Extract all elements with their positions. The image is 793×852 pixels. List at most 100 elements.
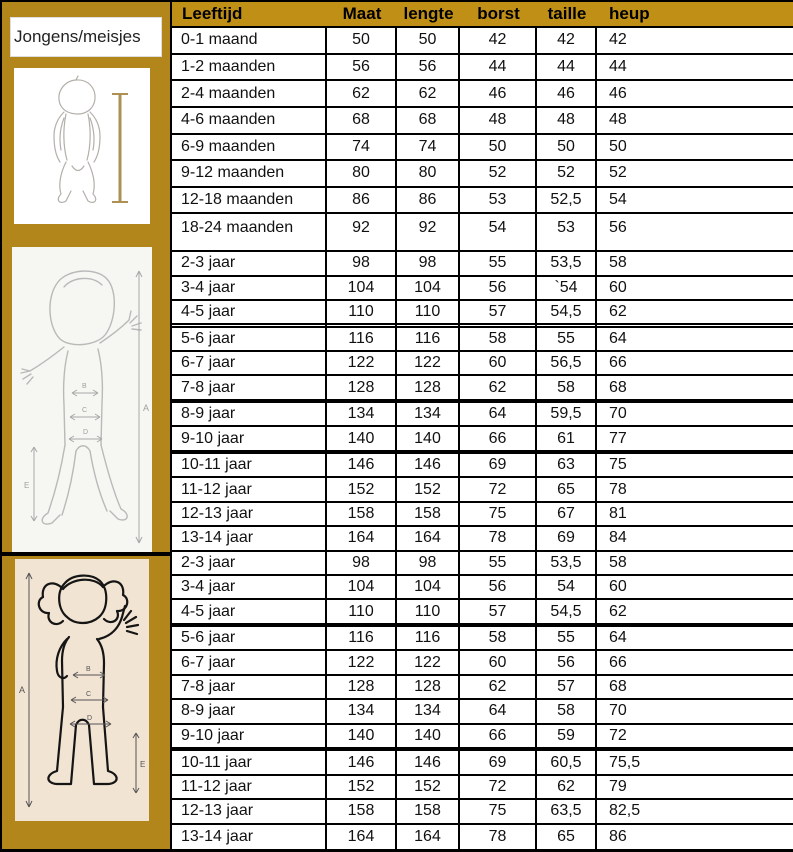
value-cell: 67 (537, 502, 597, 528)
boy-label-b: B (82, 383, 87, 390)
spacer-cell (597, 451, 793, 454)
value-cell: 82,5 (597, 800, 793, 825)
row-meisjes-jaren-3: 5-6 jaar 116 116 58 55 64 (172, 627, 793, 652)
spacer-cell (460, 749, 537, 752)
value-cell: 146 (327, 454, 397, 479)
value-cell: 53,5 (537, 252, 597, 277)
spacer-cell (172, 451, 327, 454)
girl-label-b: B (86, 666, 91, 673)
spacer-cell (172, 400, 327, 403)
value-cell: 46 (537, 81, 597, 108)
age-cell: 7-8 jaar (172, 675, 327, 701)
row-meisjes-jaren-10: 12-13 jaar 158 158 75 63,5 82,5 (172, 800, 793, 825)
value-cell: 122 (397, 351, 460, 377)
row-jongens-jaren-0: 2-3 jaar 98 98 55 53,5 58 (172, 252, 793, 277)
age-cell: 5-6 jaar (172, 327, 327, 352)
value-cell: 54,5 (537, 600, 597, 625)
value-cell: 164 (397, 824, 460, 849)
spacer-cell (397, 400, 460, 403)
row-baby-maanden-4: 6-9 maanden 74 74 50 50 50 (172, 134, 793, 162)
value-cell: 116 (327, 327, 397, 352)
value-cell: 75,5 (597, 751, 793, 776)
spacer-cell (597, 624, 793, 628)
value-cell: 140 (397, 724, 460, 750)
value-cell: 46 (597, 81, 793, 108)
row-meisjes-jaren-8: 10-11 jaar 146 146 69 60,5 75,5 (172, 751, 793, 776)
age-cell: 9-10 jaar (172, 724, 327, 750)
value-cell: 64 (597, 328, 793, 352)
spacer-cell (597, 749, 793, 752)
age-cell: 6-7 jaar (172, 351, 327, 377)
age-cell: 11-12 jaar (172, 775, 327, 801)
value-cell: 60 (460, 351, 537, 377)
value-cell: `54 (537, 276, 597, 301)
spacer-cell (327, 400, 397, 403)
value-cell: 65 (537, 824, 597, 849)
value-cell: 69 (537, 527, 597, 552)
spacer-cell (172, 624, 327, 628)
row-baby-maanden-6: 12-18 maanden 86 86 53 52,5 54 (172, 187, 793, 215)
spacer-cell (397, 241, 460, 253)
row-meisjes-jaren-5: 7-8 jaar 128 128 62 57 68 (172, 675, 793, 701)
boy-label-a: A (143, 403, 149, 413)
value-cell: 75 (597, 454, 793, 479)
value-cell: 44 (460, 54, 537, 82)
age-cell: 9-10 jaar (172, 427, 327, 452)
value-cell: 158 (327, 502, 397, 528)
value-cell: 146 (397, 751, 460, 776)
value-cell: 164 (327, 824, 397, 849)
value-cell: 86 (609, 827, 627, 845)
value-cell: 59 (537, 724, 597, 750)
value-cell: 78 (597, 478, 793, 503)
age-cell: 8-9 jaar (172, 700, 327, 725)
value-cell: 59,5 (537, 402, 597, 428)
age-cell: 7-8 jaar (172, 376, 327, 401)
value-cell: 164 (327, 527, 397, 552)
row-jongens-jaren-1: 3-4 jaar 104 104 56 `54 60 (172, 276, 793, 301)
row-jongens-jaren-7: 9-10 jaar 140 140 66 61 77 (172, 427, 793, 452)
value-cell: 58 (597, 252, 793, 277)
value-cell: 146 (327, 751, 397, 776)
spacer-cell (460, 400, 537, 403)
value-cell: 116 (397, 627, 460, 652)
microgap-row (172, 400, 793, 403)
value-cell: 77 (597, 427, 793, 452)
value-cell: 98 (397, 252, 460, 277)
value-cell: 128 (327, 675, 397, 701)
value-cell: 92 (327, 214, 397, 241)
spacer-cell (327, 325, 397, 328)
spacer-cell (327, 451, 397, 454)
size-table-head: Leeftijd Maat lengte borst taille heup (172, 2, 793, 28)
value-cell: 66 (460, 427, 537, 452)
row-meisjes-jaren-1: 3-4 jaar 104 104 56 54 60 (172, 576, 793, 601)
value-cell: 81 (597, 503, 793, 528)
girl-label-c: C (86, 691, 91, 698)
value-cell: 158 (397, 502, 460, 528)
age-cell: 6-9 maanden (172, 134, 327, 162)
age-cell: 3-4 jaar (172, 276, 327, 301)
value-cell: 46 (460, 81, 537, 108)
header-row: Leeftijd Maat lengte borst taille heup (172, 2, 793, 28)
value-cell: 122 (397, 651, 460, 676)
value-cell: 56 (460, 576, 537, 601)
value-cell: 42 (460, 28, 537, 55)
value-cell: 60 (460, 651, 537, 676)
value-cell: 146 (397, 454, 460, 479)
value-cell: 50 (537, 134, 597, 162)
value-cell: 64 (460, 402, 537, 428)
boy-label-c: C (82, 407, 87, 414)
value-cell: 62 (597, 301, 793, 326)
row-meisjes-jaren-4: 6-7 jaar 122 122 60 56 66 (172, 651, 793, 676)
value-cell: 152 (327, 478, 397, 503)
row-jongens-jaren-2: 4-5 jaar 110 110 57 54,5 62 (172, 300, 793, 326)
boy-label-e: E (24, 481, 29, 490)
row-jongens-jaren-8: 10-11 jaar 146 146 69 63 75 (172, 454, 793, 479)
value-cell: 72 (460, 478, 537, 503)
row-baby-maanden-2: 2-4 maanden 62 62 46 46 46 (172, 81, 793, 108)
value-cell: 74 (397, 134, 460, 162)
age-cell: 12-13 jaar (172, 800, 327, 825)
row-baby-maanden-1: 1-2 maanden 56 56 44 44 44 (172, 54, 793, 82)
row-jongens-jaren-5: 7-8 jaar 128 128 62 58 68 (172, 376, 793, 401)
value-cell: 98 (327, 252, 397, 277)
